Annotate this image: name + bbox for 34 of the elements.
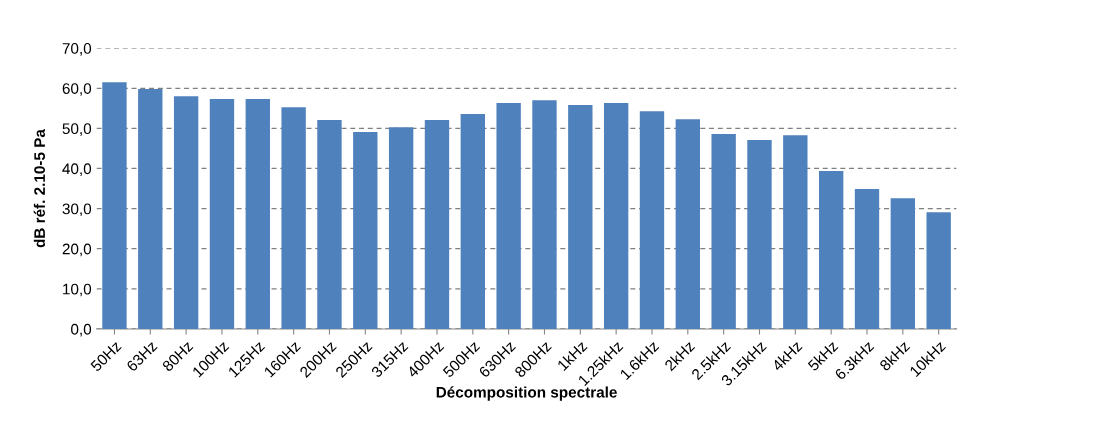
y-axis-title: dB réf. 2.10-5 Pa xyxy=(33,129,46,248)
bar xyxy=(209,99,235,329)
bar xyxy=(532,100,557,329)
bar xyxy=(388,127,414,329)
bar xyxy=(711,134,736,329)
bar xyxy=(639,111,665,329)
y-tick-label: 10,0 xyxy=(63,283,92,297)
y-tick-label: 20,0 xyxy=(62,243,92,257)
bar xyxy=(603,103,629,329)
bar xyxy=(245,99,270,329)
bar xyxy=(747,140,772,329)
bar xyxy=(173,96,199,329)
y-tick-label: 0,0 xyxy=(71,323,92,337)
y-tick-label: 60,0 xyxy=(62,83,92,96)
bar xyxy=(926,212,951,329)
x-axis-title: Décomposition spectrale xyxy=(436,386,617,401)
bar xyxy=(675,119,700,329)
y-tick-label: 30,0 xyxy=(62,203,92,217)
y-tick-label: 70,0 xyxy=(62,43,92,56)
bar xyxy=(818,170,844,329)
bar xyxy=(460,113,485,329)
bar xyxy=(890,198,916,329)
bar xyxy=(102,82,127,329)
bar xyxy=(138,89,163,329)
y-tick-label: 40,0 xyxy=(62,163,92,176)
bar xyxy=(353,132,378,329)
bar xyxy=(854,188,880,329)
bar xyxy=(317,119,342,329)
bar xyxy=(783,135,808,329)
bar xyxy=(424,119,450,329)
bar xyxy=(568,105,593,329)
bar xyxy=(281,107,306,329)
y-tick-label: 50,0 xyxy=(62,123,92,136)
bar xyxy=(496,103,521,329)
